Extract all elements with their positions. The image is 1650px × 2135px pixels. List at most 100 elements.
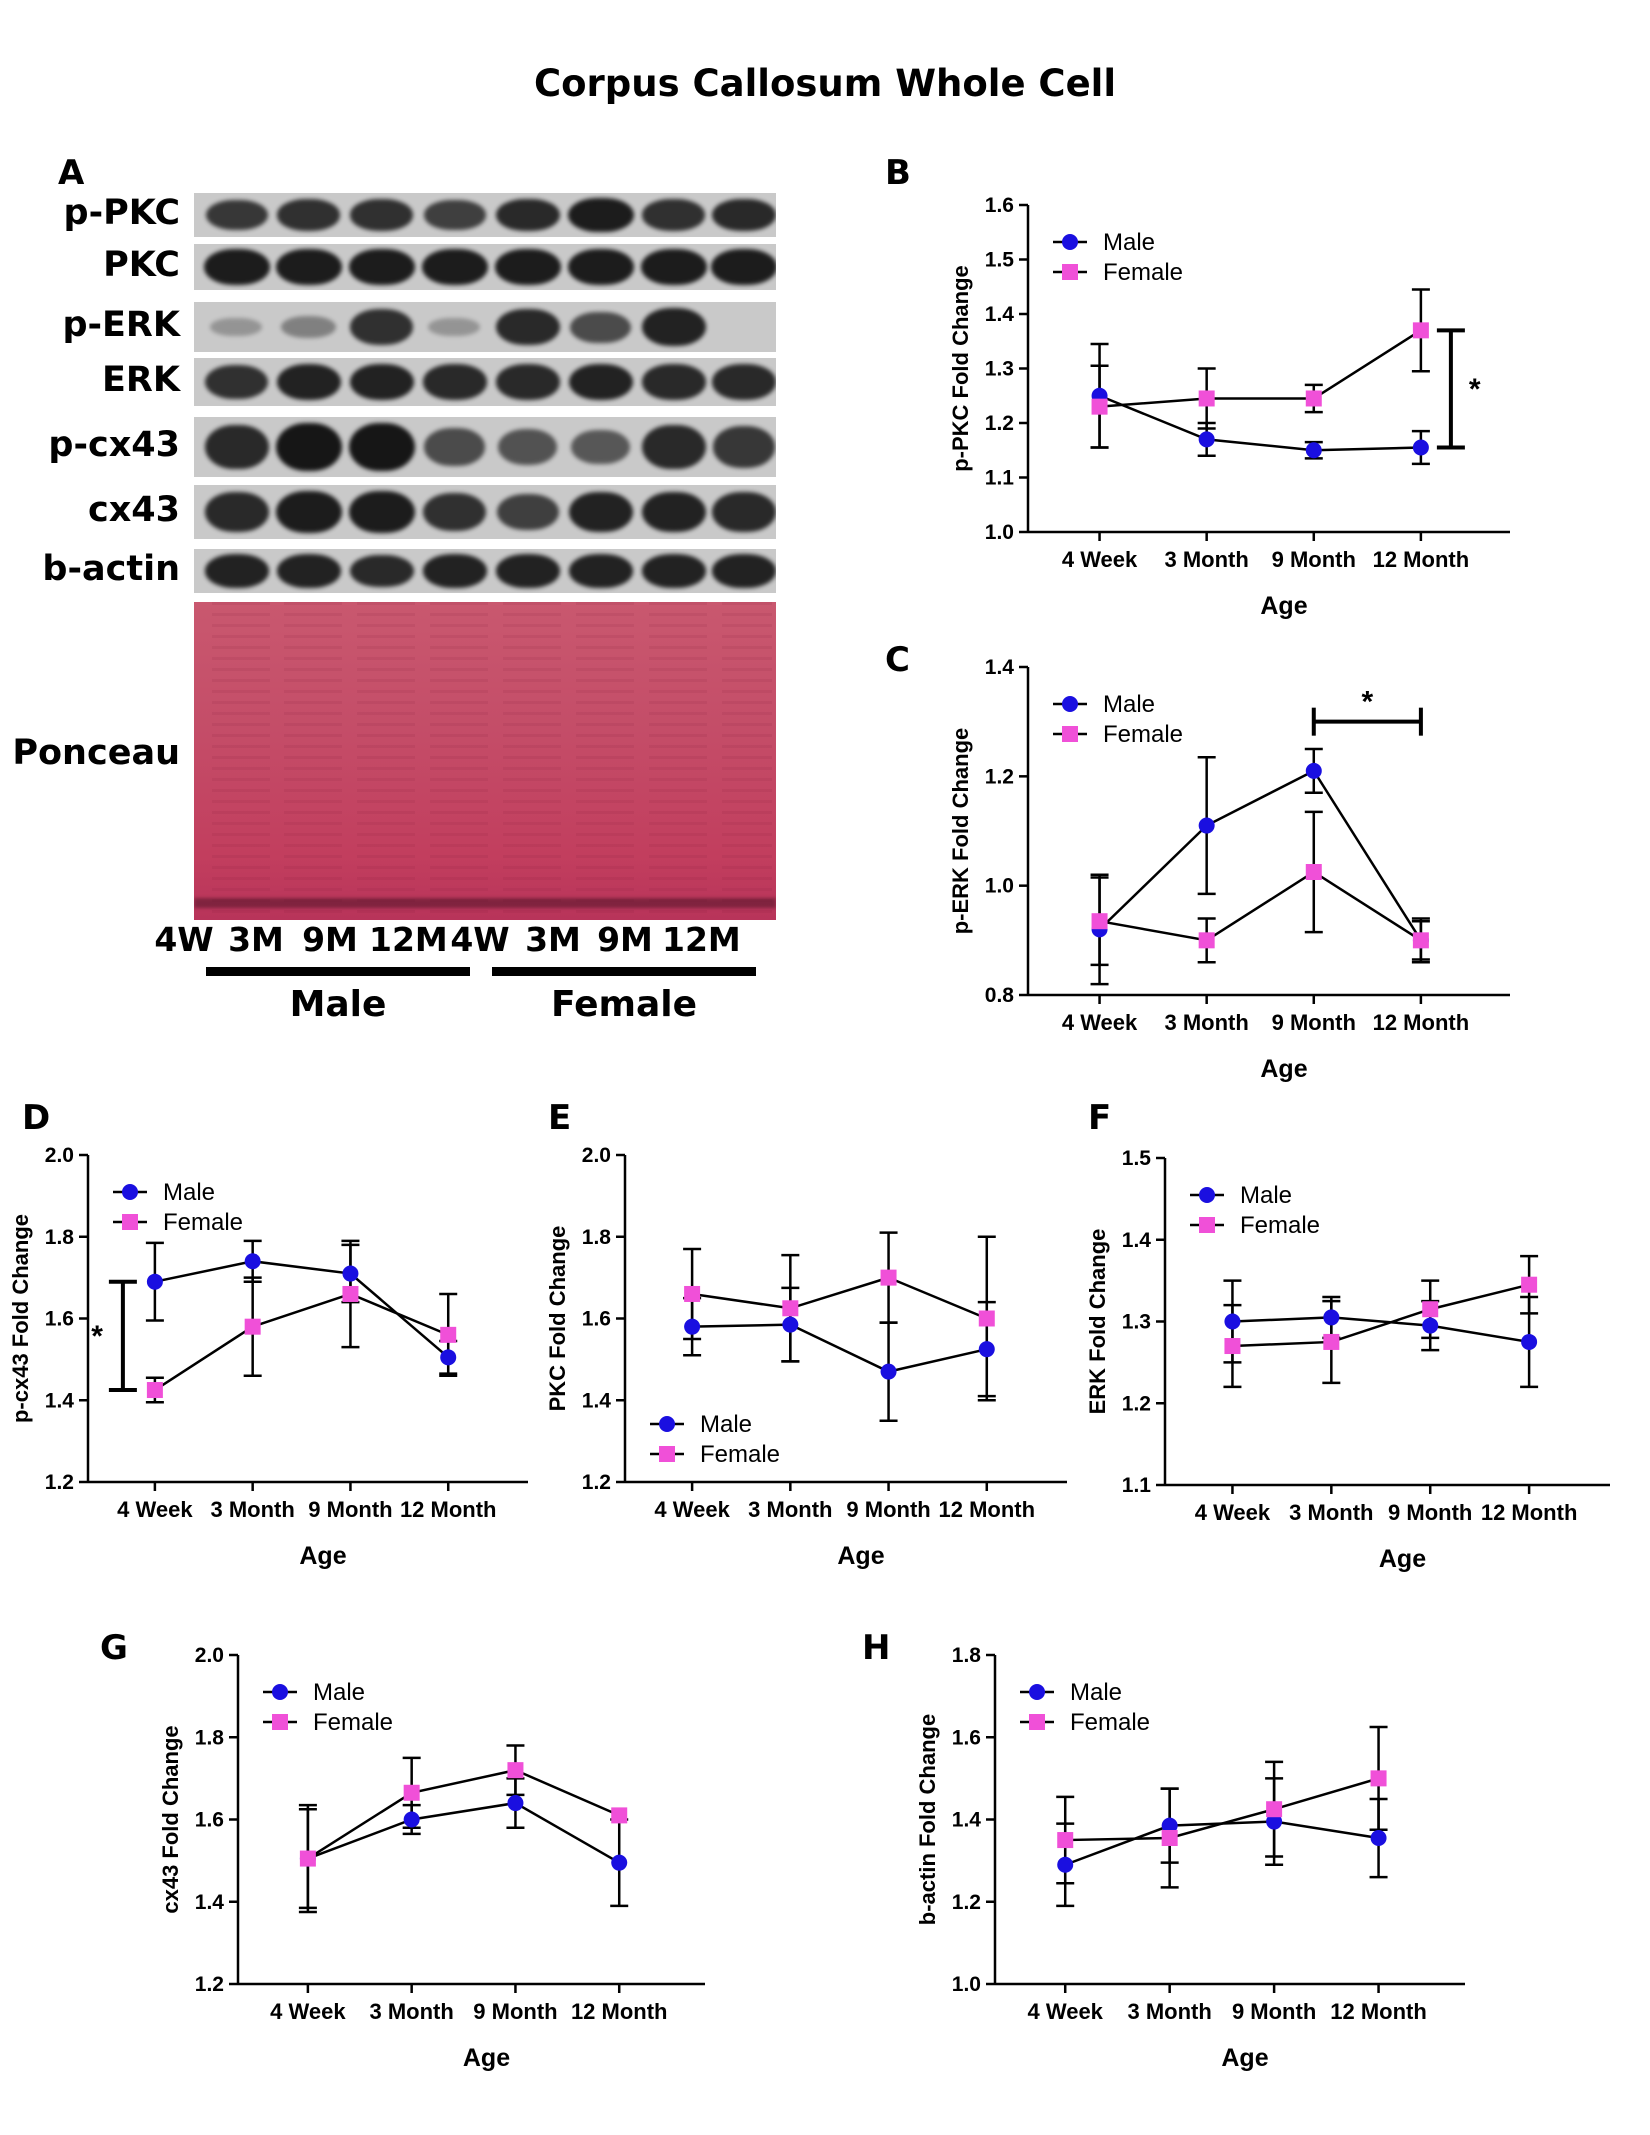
blot-band <box>495 249 561 285</box>
x-axis-label: Age <box>1260 592 1307 620</box>
y-axis-label: PKC Fold Change <box>545 1226 570 1412</box>
blot-band <box>641 364 706 400</box>
data-point-male <box>403 1811 420 1828</box>
data-point-female <box>1412 322 1429 339</box>
data-point-male <box>1422 1317 1439 1334</box>
series-line-female <box>1232 1283 1530 1348</box>
data-point-female <box>1091 398 1108 415</box>
x-tick-label: 9 Month <box>1232 1999 1316 2024</box>
legend-label: Female <box>1103 721 1183 748</box>
y-tick-label: 1.2 <box>985 412 1014 435</box>
panel-letter-e: E <box>548 1098 572 1138</box>
blot-band <box>277 199 341 231</box>
blot-strip-p-pkc <box>194 193 776 237</box>
y-tick-label: 1.0 <box>985 875 1014 898</box>
blot-label-b-actin: b-actin <box>42 549 180 589</box>
series-line-female <box>1099 329 1422 408</box>
chart-e: 1.2 1.4 1.6 1.8 2.0 4 Week 3 Month 9 Month 12 Mo… <box>545 1144 1067 1570</box>
blot-band <box>204 554 270 588</box>
data-point-male <box>1224 1313 1241 1330</box>
legend-label: Male <box>1240 1182 1292 1209</box>
series-line-male <box>1064 1820 1379 1866</box>
blot-band <box>642 199 706 231</box>
data-point-female <box>978 1310 995 1327</box>
data-point-female <box>1305 390 1322 407</box>
y-tick-label: 1.4 <box>985 656 1015 679</box>
blot-strip-b-actin <box>194 549 776 593</box>
blot-strip-cx43 <box>194 485 776 539</box>
data-point-female <box>299 1850 316 1867</box>
data-point-female <box>1323 1333 1340 1350</box>
x-tick-label: 12 Month <box>400 1497 497 1522</box>
data-point-male <box>1305 442 1322 459</box>
x-axis-label: Age <box>299 1542 346 1570</box>
blot-band <box>205 364 269 400</box>
legend-label: Female <box>163 1209 243 1236</box>
blot-band <box>568 491 634 533</box>
blot-band <box>497 429 558 465</box>
x-axis-label: Age <box>463 2044 510 2072</box>
data-point-male <box>684 1318 701 1335</box>
blot-band <box>641 308 707 346</box>
data-point-female <box>1422 1301 1439 1318</box>
male-group-bar <box>206 967 470 976</box>
legend-marker-female <box>1199 1217 1215 1233</box>
y-tick-label: 2.0 <box>582 1144 611 1167</box>
legend-marker-female <box>122 1214 138 1230</box>
series-line-male <box>1098 769 1422 942</box>
blot-band <box>570 311 631 343</box>
blot-band <box>204 492 269 532</box>
blot-strip-erk <box>194 358 776 406</box>
female-group-bar <box>492 967 756 976</box>
x-tick-label: 4 Week <box>1062 1010 1138 1035</box>
y-tick-label: 1.4 <box>45 1389 75 1412</box>
y-tick-label: 1.3 <box>985 358 1014 381</box>
blot-label-p-erk: p-ERK <box>62 305 180 345</box>
chart-c: 0.8 1.0 1.2 1.4 4 Week 3 Month 9 Month 12 Month… <box>948 656 1510 1083</box>
legend-label: Female <box>700 1441 780 1468</box>
blot-band <box>568 249 634 285</box>
y-tick-label: 1.5 <box>985 249 1015 272</box>
series-line-male <box>1232 1316 1530 1344</box>
y-tick-label: 1.8 <box>45 1226 75 1249</box>
panel-letter-b: B <box>885 153 911 193</box>
blot-band <box>496 494 559 530</box>
x-tick-label: 3 Month <box>211 1497 295 1522</box>
blot-band <box>641 491 707 533</box>
y-tick-label: 1.5 <box>1122 1147 1152 1170</box>
x-tick-label: 4 Week <box>1028 1999 1104 2024</box>
legend-marker-female <box>659 1446 675 1462</box>
panel-letter-a: A <box>58 153 85 193</box>
y-tick-label: 1.4 <box>195 1891 225 1914</box>
data-point-female <box>684 1285 701 1302</box>
panel-letter-g: G <box>100 1628 128 1668</box>
x-tick-label: 9 Month <box>846 1497 930 1522</box>
data-point-male <box>440 1349 457 1366</box>
blot-label-p-pkc: p-PKC <box>63 193 180 233</box>
x-tick-label: 9 Month <box>1272 1010 1356 1035</box>
blot-band <box>495 364 560 400</box>
blot-band <box>205 199 268 231</box>
chart-g: 1.2 1.4 1.6 1.8 2.0 4 Week 3 Month 9 Month 12 Mo… <box>158 1644 705 2072</box>
lane-label: 3M <box>525 920 581 959</box>
y-tick-label: 1.6 <box>952 1726 981 1749</box>
x-tick-label: 4 Week <box>654 1497 730 1522</box>
data-point-female <box>880 1269 897 1286</box>
blot-band <box>712 426 775 468</box>
data-point-female <box>440 1326 457 1343</box>
figure-title: Corpus Callosum Whole Cell <box>533 62 1117 105</box>
series-line-female <box>307 1768 620 1860</box>
blot-band <box>641 425 706 469</box>
data-point-male <box>1323 1309 1340 1326</box>
blot-band <box>711 554 776 588</box>
blot-strip-pkc <box>194 244 776 290</box>
y-tick-label: 1.4 <box>582 1389 612 1412</box>
y-tick-label: 1.8 <box>582 1226 612 1249</box>
panel-letter-h: H <box>862 1628 891 1668</box>
x-tick-label: 3 Month <box>1165 1010 1249 1035</box>
data-point-female <box>507 1762 524 1779</box>
legend-marker-female <box>1029 1714 1045 1730</box>
blot-band <box>495 308 560 346</box>
data-point-female <box>1198 390 1215 407</box>
legend-label: Female <box>1240 1212 1320 1239</box>
